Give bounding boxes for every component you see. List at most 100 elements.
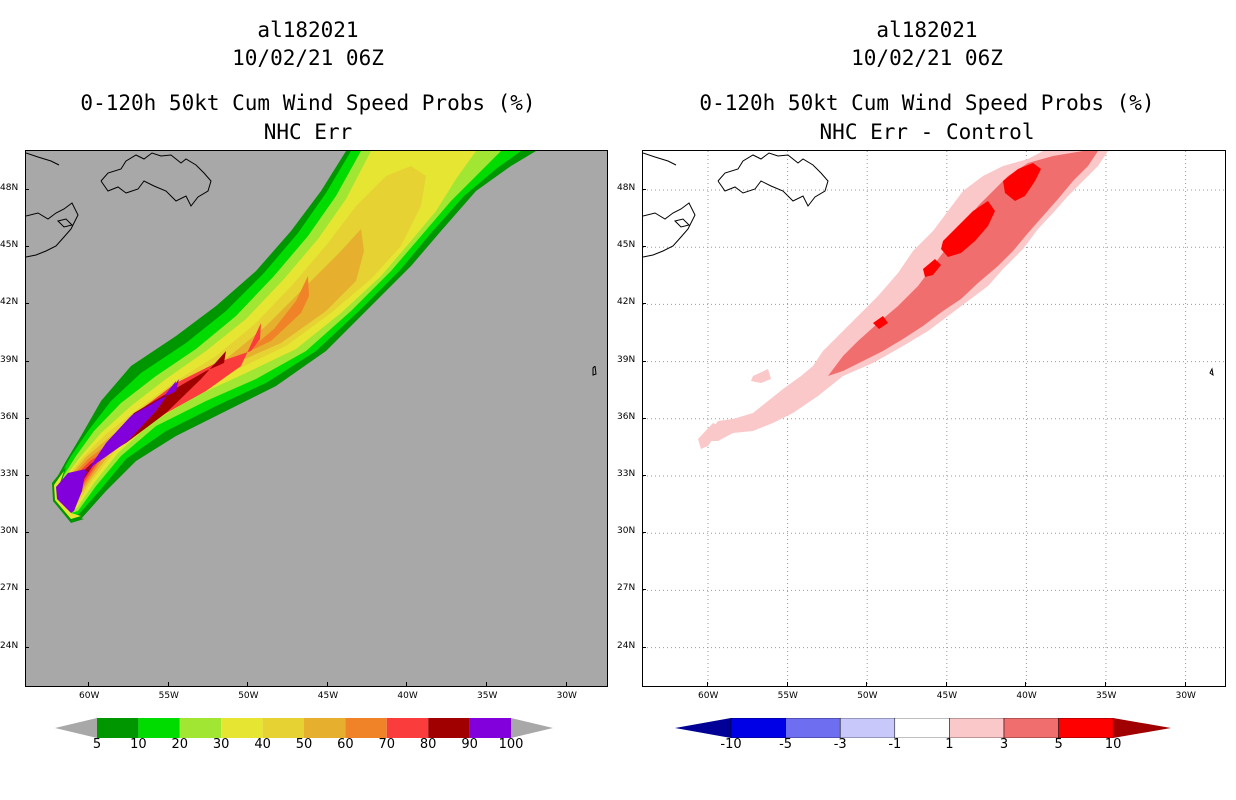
right-colorbar-low-end <box>675 718 731 738</box>
diff-band-1-3-south <box>698 423 721 449</box>
right-y-tick-label: 30N <box>617 526 636 537</box>
band-50 <box>61 229 364 503</box>
right-colorbar-swatch <box>785 718 841 738</box>
left-colorbar-label: 50 <box>295 737 313 752</box>
left-x-tick-label: 35W <box>477 691 498 701</box>
right-colorbar-swatch <box>894 718 950 738</box>
left-y-tick-mark <box>25 646 29 648</box>
left-x-tick-label: 40W <box>397 691 418 701</box>
right-x-tick-label: 35W <box>1096 691 1117 701</box>
band-80 <box>64 351 226 497</box>
right-coastline-nova-scotia <box>643 202 696 258</box>
left-coastline-newfoundland <box>100 152 212 207</box>
right-x-tick-mark <box>1105 682 1106 686</box>
right-y-tick-label: 36N <box>617 411 636 422</box>
left-coastline-north <box>26 152 60 166</box>
right-map-panel <box>642 150 1226 687</box>
left-y-tick-mark <box>25 246 29 248</box>
left-x-tick-mark <box>167 682 169 686</box>
left-x-tick-mark <box>326 682 328 686</box>
diff-band-5-10-c <box>923 259 941 277</box>
right-colorbar <box>675 718 1171 738</box>
right-x-tick-label: 55W <box>777 691 798 701</box>
left-x-tick-label: 50W <box>238 691 259 701</box>
right-x-tick-label: 60W <box>698 691 719 701</box>
left-y-tick-label: 45N <box>0 240 19 251</box>
band-100 <box>56 381 176 495</box>
left-colorbar-label: 5 <box>92 737 102 752</box>
right-y-tick-label: 39N <box>617 354 636 365</box>
right-x-tick-label: 50W <box>857 691 878 701</box>
right-x-tick-label: 45W <box>936 691 958 701</box>
left-title-date: 10/02/21 06Z <box>232 46 384 70</box>
right-colorbar-swatch <box>839 718 896 738</box>
left-colorbar-label: 80 <box>419 737 437 752</box>
left-colorbar-swatch <box>304 718 346 738</box>
left-y-tick-mark <box>25 532 29 534</box>
left-colorbar-swatch <box>138 718 180 738</box>
left-x-tick-label: 45W <box>317 691 339 701</box>
right-colorbar-label: 10 <box>1104 737 1122 752</box>
left-colorbar-label: 40 <box>254 737 271 752</box>
left-y-tick-label: 42N <box>0 297 19 308</box>
left-colorbar-label: 70 <box>378 737 396 752</box>
right-coastline-newfoundland <box>717 152 829 207</box>
genesis-core <box>56 469 86 513</box>
left-y-tick-mark <box>25 417 29 419</box>
right-y-tick-label: 24N <box>617 640 636 651</box>
diff-band-5-10-a <box>1003 163 1041 201</box>
right-colorbar-label: 3 <box>999 737 1009 752</box>
right-colorbar-label: -5 <box>779 737 793 752</box>
right-colorbar-label: 5 <box>1054 737 1063 752</box>
right-x-tick-label: 30W <box>1175 691 1196 701</box>
right-x-tick-mark <box>866 682 868 686</box>
left-island <box>592 366 597 376</box>
left-colorbar-label: 90 <box>461 737 478 752</box>
left-y-tick-label: 27N <box>0 583 19 594</box>
right-y-tick-mark <box>642 532 646 534</box>
left-colorbar-label: 60 <box>337 737 354 752</box>
left-colorbar-swatch <box>386 718 429 738</box>
left-y-tick-mark <box>25 360 29 362</box>
right-y-tick-label: 45N <box>617 240 636 251</box>
right-y-tick-mark <box>642 303 646 305</box>
right-x-tick-mark <box>945 682 947 686</box>
diff-band-1-3-west <box>751 369 771 383</box>
left-y-tick-mark <box>25 589 29 591</box>
right-y-tick-mark <box>642 417 646 419</box>
right-y-tick-mark <box>642 646 646 648</box>
left-colorbar-label: 20 <box>171 737 189 752</box>
right-colorbar-swatch <box>1058 718 1114 738</box>
left-colorbar-swatch <box>221 718 263 738</box>
right-title-date: 10/02/21 06Z <box>851 46 1003 70</box>
left-coastline-nova-scotia <box>26 202 79 258</box>
right-colorbar-label: -3 <box>833 737 847 752</box>
right-x-tick-mark <box>1025 682 1027 686</box>
right-title-product: 0-120h 50kt Cum Wind Speed Probs (%) <box>699 91 1155 115</box>
right-colorbar-label: 1 <box>945 737 954 752</box>
right-colorbar-swatch <box>949 718 1005 738</box>
left-colorbar-swatch <box>469 718 511 738</box>
left-y-tick-label: 33N <box>0 469 19 479</box>
right-colorbar-swatch <box>730 718 786 738</box>
left-title-storm: al182021 <box>257 18 359 42</box>
left-map-panel <box>25 150 608 687</box>
right-y-tick-label: 42N <box>617 297 636 308</box>
right-y-tick-label: 48N <box>617 183 636 193</box>
left-title-product: 0-120h 50kt Cum Wind Speed Probs (%) <box>80 91 536 115</box>
right-y-tick-mark <box>642 360 646 362</box>
right-x-tick-mark <box>786 682 788 686</box>
left-y-tick-label: 39N <box>0 354 19 365</box>
left-colorbar-swatch <box>179 718 222 738</box>
right-y-tick-mark <box>642 589 646 591</box>
left-x-tick-label: 30W <box>556 691 577 701</box>
right-island <box>1209 367 1214 377</box>
left-colorbar-low-end <box>55 718 97 738</box>
left-y-tick-label: 48N <box>0 183 19 193</box>
left-x-tick-label: 55W <box>158 691 179 701</box>
right-y-tick-mark <box>642 189 646 190</box>
left-colorbar-swatch <box>345 718 387 738</box>
right-coastlines <box>643 152 1214 377</box>
left-y-tick-label: 36N <box>0 411 19 422</box>
right-coastline-pei <box>674 218 690 228</box>
